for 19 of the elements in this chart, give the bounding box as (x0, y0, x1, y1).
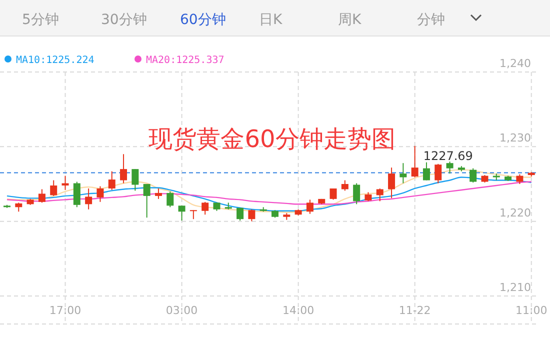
text: 现货黄金60分钟走势图 (148, 125, 396, 153)
text: 5分钟 (22, 12, 59, 28)
y-tick-label: 1,220 (500, 206, 531, 220)
y-tick-label: 1,230 (500, 132, 531, 145)
x-tick-label: 11:00 (516, 304, 548, 317)
legend-label: MA10:1225.224 (16, 55, 94, 66)
text: 周K (338, 12, 362, 28)
text: 30分钟 (101, 12, 147, 28)
legend-label: MA20:1225.337 (146, 55, 224, 66)
text: 分钟 (417, 12, 445, 28)
x-tick-label: 03:00 (166, 304, 198, 317)
text: 60分钟 (180, 12, 226, 28)
x-tick-label: 17:00 (49, 304, 82, 317)
text: 日K (259, 12, 283, 28)
x-tick-label: 14:00 (282, 304, 314, 317)
annotation: 1227.69 (423, 148, 473, 163)
y-tick-label: 1,210 (500, 281, 531, 294)
y-tick-label: 1,240 (500, 57, 531, 70)
x-tick-label: 11-22 (398, 304, 431, 317)
